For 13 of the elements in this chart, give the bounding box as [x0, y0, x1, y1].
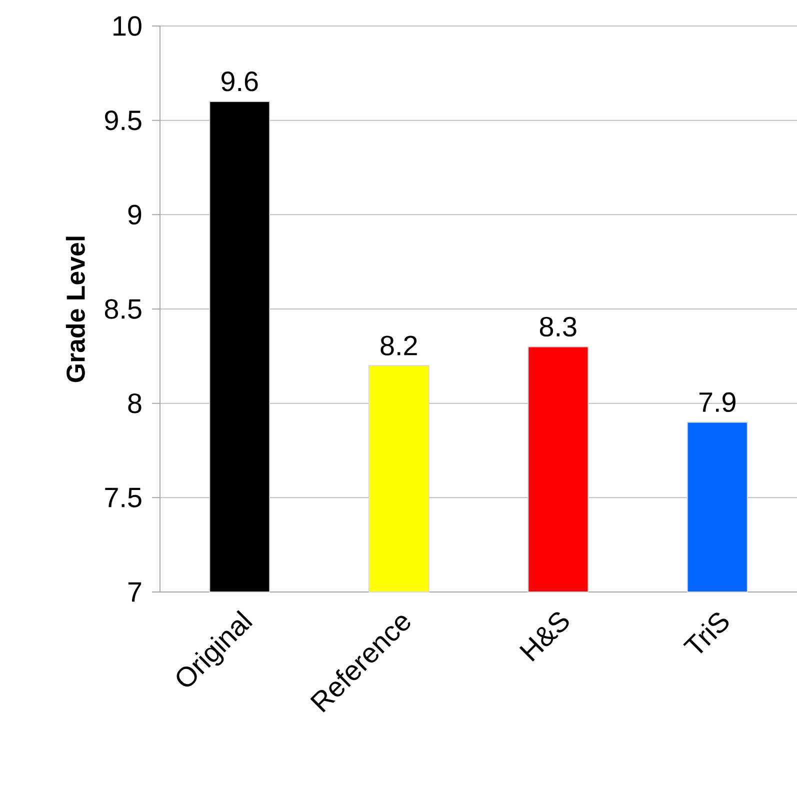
y-tick-label: 10 — [114, 16, 142, 36]
x-tick-label: TriS — [683, 612, 729, 654]
data-label: 8.3 — [540, 316, 576, 337]
y-tick-label: 8 — [128, 393, 142, 414]
y-tick-label: 9 — [128, 204, 142, 225]
y-tick-label: 8.5 — [104, 299, 142, 319]
y-tick-label: 7 — [128, 582, 142, 602]
data-label: 8.2 — [380, 336, 417, 356]
y-tick-label: 7.5 — [105, 488, 142, 508]
data-label: 9.6 — [222, 72, 258, 92]
y-axis-title: Grade Level — [66, 236, 85, 382]
y-tick-label: 9.5 — [105, 110, 142, 130]
data-label: 7.9 — [699, 392, 736, 412]
